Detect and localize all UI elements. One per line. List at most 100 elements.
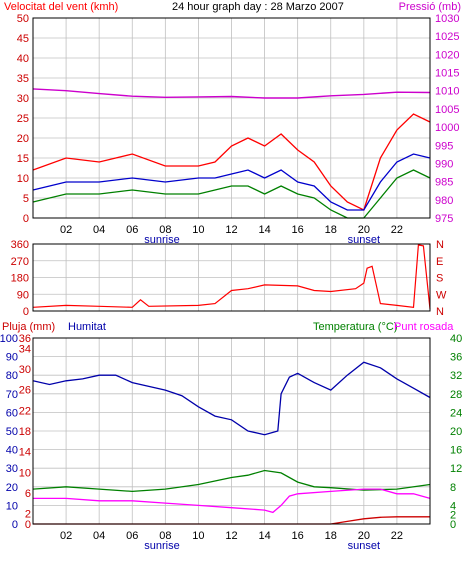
x-tick-label: 02 — [60, 224, 72, 236]
humidity-tick-label: 100 — [0, 333, 18, 345]
y-tick-label-left: 90 — [17, 289, 29, 301]
compass-label: E — [436, 256, 443, 268]
x-tick-label: 04 — [93, 224, 105, 236]
y-tick-label-left: 25 — [17, 113, 29, 125]
rain-tick-label: 10 — [19, 467, 31, 479]
y-tick-label-left: 40 — [17, 53, 29, 65]
humidity-tick-label: 90 — [6, 352, 18, 364]
x-tick-label: 14 — [258, 530, 270, 542]
y-tick-label-right: 990 — [435, 158, 453, 170]
temperature-tick-label: 12 — [450, 463, 462, 475]
y-tick-label-left: 35 — [17, 73, 29, 85]
x-tick-label: 04 — [93, 530, 105, 542]
y-tick-label-right: 985 — [435, 177, 453, 189]
y-tick-label-left: 180 — [11, 273, 29, 285]
y-tick-label-left: 0 — [23, 306, 29, 318]
x-tick-label: 06 — [126, 224, 138, 236]
y-tick-label-right: 995 — [435, 140, 453, 152]
plot-frame — [32, 243, 431, 312]
rain-tick-label: 22 — [19, 405, 31, 417]
y-tick-label-left: 30 — [17, 93, 29, 105]
chart-title: 24 hour graph day : 28 Marzo 2007 — [172, 1, 344, 13]
x-tick-label: 10 — [192, 530, 204, 542]
x-tick-label: 12 — [225, 530, 237, 542]
x-tick-label: 02 — [60, 530, 72, 542]
temperature-line — [32, 169, 431, 219]
temperature-tick-label: 8 — [450, 482, 456, 494]
humidity-temperature-panel: 0102030405060708090100026101418222630343… — [0, 333, 462, 552]
pressure-label: Pressió (mb) — [399, 1, 461, 13]
rain-tick-label: 0 — [25, 519, 31, 531]
temperature-tick-label: 28 — [450, 389, 462, 401]
x-tick-label: 20 — [358, 224, 370, 236]
rain-tick-label: 2 — [25, 509, 31, 521]
y-tick-label-left: 0 — [23, 213, 29, 225]
rain-tick-label: 34 — [19, 343, 31, 355]
humidity-tick-label: 60 — [6, 407, 18, 419]
y-tick-label-left: 45 — [17, 33, 29, 45]
rain-tick-label: 30 — [19, 364, 31, 376]
y-tick-label-right: 1010 — [435, 86, 459, 98]
x-tick-label: 06 — [126, 530, 138, 542]
temperature-tick-label: 4 — [450, 500, 456, 512]
direction-line — [32, 244, 431, 310]
x-tick-label: 20 — [358, 530, 370, 542]
y-tick-label-left: 360 — [11, 239, 29, 251]
humidity-tick-label: 10 — [6, 500, 18, 512]
temperature-tick-label: 24 — [450, 407, 462, 419]
wind-speed-line — [32, 113, 431, 211]
y-tick-label-left: 10 — [17, 173, 29, 185]
dewpoint-label: Punt rosada — [394, 321, 454, 333]
y-tick-label-left: 50 — [17, 13, 29, 25]
compass-label: W — [436, 289, 447, 301]
temperature-label: Temperatura (°C) — [313, 321, 397, 333]
humidity-line — [32, 153, 431, 211]
temperature-tick-label: 32 — [450, 370, 462, 382]
temperature-line — [32, 469, 431, 493]
temperature-tick-label: 20 — [450, 426, 462, 438]
y-tick-label-right: 1020 — [435, 49, 459, 61]
y-tick-label-left: 270 — [11, 256, 29, 268]
rain-tick-label: 14 — [19, 447, 31, 459]
y-tick-label-left: 20 — [17, 133, 29, 145]
dewpoint-line — [33, 488, 431, 514]
sunrise-label: sunrise — [144, 234, 179, 246]
temperature-tick-label: 40 — [450, 333, 462, 345]
humidity-tick-label: 0 — [12, 519, 18, 531]
humidity-line — [32, 361, 431, 436]
y-tick-label-right: 975 — [435, 213, 453, 225]
humidity-tick-label: 20 — [6, 482, 18, 494]
x-tick-label: 08 — [159, 224, 171, 236]
y-tick-label-right: 1000 — [435, 122, 459, 134]
pressure-line — [32, 88, 431, 99]
plot-frame — [32, 337, 431, 525]
sunset-label: sunset — [348, 540, 380, 552]
x-tick-label: 16 — [292, 224, 304, 236]
rain-tick-label: 26 — [19, 385, 31, 397]
plot-frame — [32, 17, 431, 219]
humidity-tick-label: 80 — [6, 370, 18, 382]
humidity-label: Humitat — [68, 321, 106, 333]
y-tick-label-right: 1030 — [435, 13, 459, 25]
compass-label: S — [436, 273, 443, 285]
x-tick-label: 10 — [192, 224, 204, 236]
temperature-tick-label: 2 — [450, 510, 456, 522]
temperature-tick-label: 36 — [450, 352, 462, 364]
x-tick-label: 16 — [292, 530, 304, 542]
x-tick-label: 22 — [391, 530, 403, 542]
y-tick-label-right: 1015 — [435, 68, 459, 80]
temperature-tick-label: 0 — [450, 519, 456, 531]
compass-label: N — [436, 239, 444, 251]
x-tick-label: 18 — [325, 530, 337, 542]
x-tick-label: 14 — [258, 224, 270, 236]
x-tick-label: 08 — [159, 530, 171, 542]
sunset-label: sunset — [348, 234, 380, 246]
humidity-tick-label: 30 — [6, 463, 18, 475]
rain-tick-label: 18 — [19, 426, 31, 438]
x-tick-label: 18 — [325, 224, 337, 236]
humidity-tick-label: 50 — [6, 426, 18, 438]
x-tick-label: 12 — [225, 224, 237, 236]
